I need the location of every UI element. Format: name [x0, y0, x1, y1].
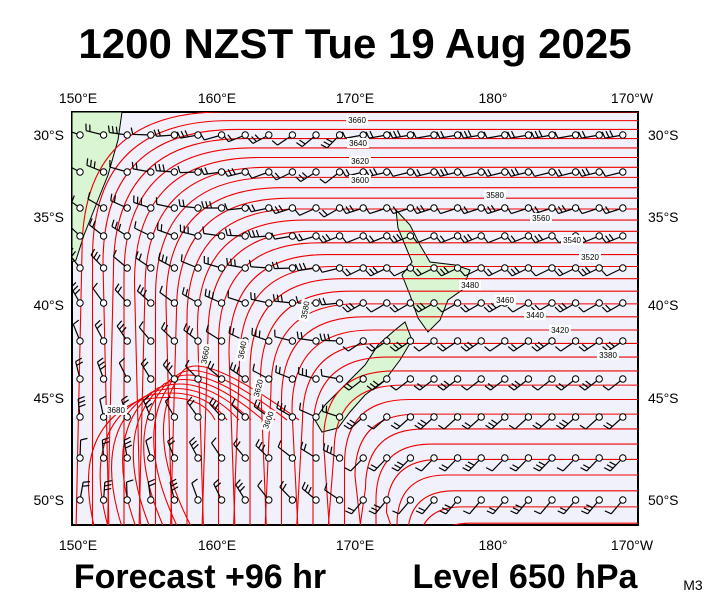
- level-label: Level 650 hPa: [413, 558, 639, 596]
- contour-label: 3540: [563, 236, 581, 245]
- contour-label: 3440: [526, 311, 544, 320]
- top-lon-labels: 150°E 160°E 170°E 180° 170°W: [59, 90, 654, 106]
- lat-label: 40°S: [648, 297, 679, 313]
- lon-label: 160°E: [198, 90, 236, 106]
- lat-label: 40°S: [33, 297, 64, 313]
- forecast-label: Forecast +96 hr: [74, 558, 326, 596]
- lon-label: 170°E: [336, 537, 374, 553]
- lon-label: 170°W: [611, 537, 654, 553]
- lon-label: 180°: [479, 537, 508, 553]
- model-code: M3: [683, 577, 703, 593]
- lat-label: 45°S: [648, 390, 679, 406]
- lon-label: 150°E: [59, 537, 97, 553]
- left-lat-labels: 30°S 35°S 40°S 45°S 50°S: [33, 127, 64, 508]
- lat-label: 45°S: [33, 390, 64, 406]
- lon-label: 150°E: [59, 90, 97, 106]
- lat-label: 30°S: [33, 127, 64, 143]
- contour-label: 3680: [107, 406, 125, 415]
- lat-label: 30°S: [648, 127, 679, 143]
- contour-label: 3560: [532, 214, 550, 223]
- contour-label: 3480: [461, 281, 479, 290]
- lat-label: 35°S: [33, 209, 64, 225]
- lon-label: 160°E: [198, 537, 236, 553]
- contour-label: 3620: [351, 157, 369, 166]
- title: 1200 NZST Tue 19 Aug 2025: [78, 20, 631, 67]
- contour-label: 3520: [581, 253, 599, 262]
- contour-label: 3640: [349, 139, 367, 148]
- lat-label: 50°S: [648, 492, 679, 508]
- lat-label: 50°S: [33, 492, 64, 508]
- right-lat-labels: 30°S 35°S 40°S 45°S 50°S: [648, 127, 679, 508]
- lon-label: 180°: [479, 90, 508, 106]
- lon-label: 170°W: [611, 90, 654, 106]
- contour-label: 3460: [496, 296, 514, 305]
- contour-label: 3600: [351, 176, 369, 185]
- contour-label: 3580: [486, 191, 504, 200]
- lat-label: 35°S: [648, 209, 679, 225]
- contour-label: 3660: [348, 116, 366, 125]
- lon-label: 170°E: [336, 90, 374, 106]
- bottom-lon-labels: 150°E 160°E 170°E 180° 170°W: [59, 537, 654, 553]
- contour-label: 3420: [551, 326, 569, 335]
- contour-label: 3380: [599, 351, 617, 360]
